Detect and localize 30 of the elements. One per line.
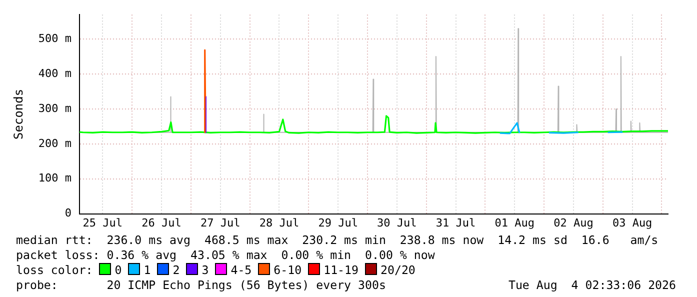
y-tick-label: 500 m <box>38 32 72 45</box>
x-tick-label: 25 Jul <box>82 216 123 230</box>
legend-label: 11-19 <box>324 263 358 277</box>
legend-label: 1 <box>144 263 151 277</box>
text: packet loss: 0.36 % avg 43.05 % max 0.00 % min 0.00 % now <box>16 248 436 263</box>
x-tick-label: 02 Aug <box>554 216 594 230</box>
legend-title: loss color: <box>16 263 93 277</box>
x-tick-label: 30 Jul <box>377 216 417 230</box>
legend-label: 3 <box>202 263 209 277</box>
x-tick-label: 31 Jul <box>436 216 476 230</box>
legend-label: 4-5 <box>230 263 252 277</box>
y-tick-label: 300 m <box>38 102 72 115</box>
x-tick-label: 29 Jul <box>318 216 358 230</box>
x-tick-label: 03 Aug <box>612 216 652 230</box>
legend-label: 0 <box>114 263 122 277</box>
y-axis-title: Seconds <box>11 88 26 140</box>
legend-label: 6-10 <box>274 263 302 277</box>
x-tick-label: 01 Aug <box>494 216 534 230</box>
legend-label: 2 <box>172 263 180 277</box>
y-tick-label: 400 m <box>38 66 72 80</box>
text: Tue Aug 4 02:33:06 2026 <box>508 278 676 293</box>
legend-label: 20/20 <box>380 263 416 277</box>
y-tick-label: 200 m <box>38 136 72 150</box>
x-tick-label: 26 Jul <box>142 216 182 230</box>
x-tick-label: 28 Jul <box>259 216 300 230</box>
y-tick-label: 100 m <box>38 172 72 185</box>
text: probe: 20 ICMP Echo Pings (56 Bytes) every 300s <box>16 278 386 292</box>
y-tick-label: 0 <box>64 206 72 220</box>
x-tick-label: 27 Jul <box>200 216 240 230</box>
text: median rtt: 236.0 ms avg 468.5 ms max 230.2 ms min 238.8 ms now 14.2 ms sd 16.6 am/s <box>16 233 660 248</box>
